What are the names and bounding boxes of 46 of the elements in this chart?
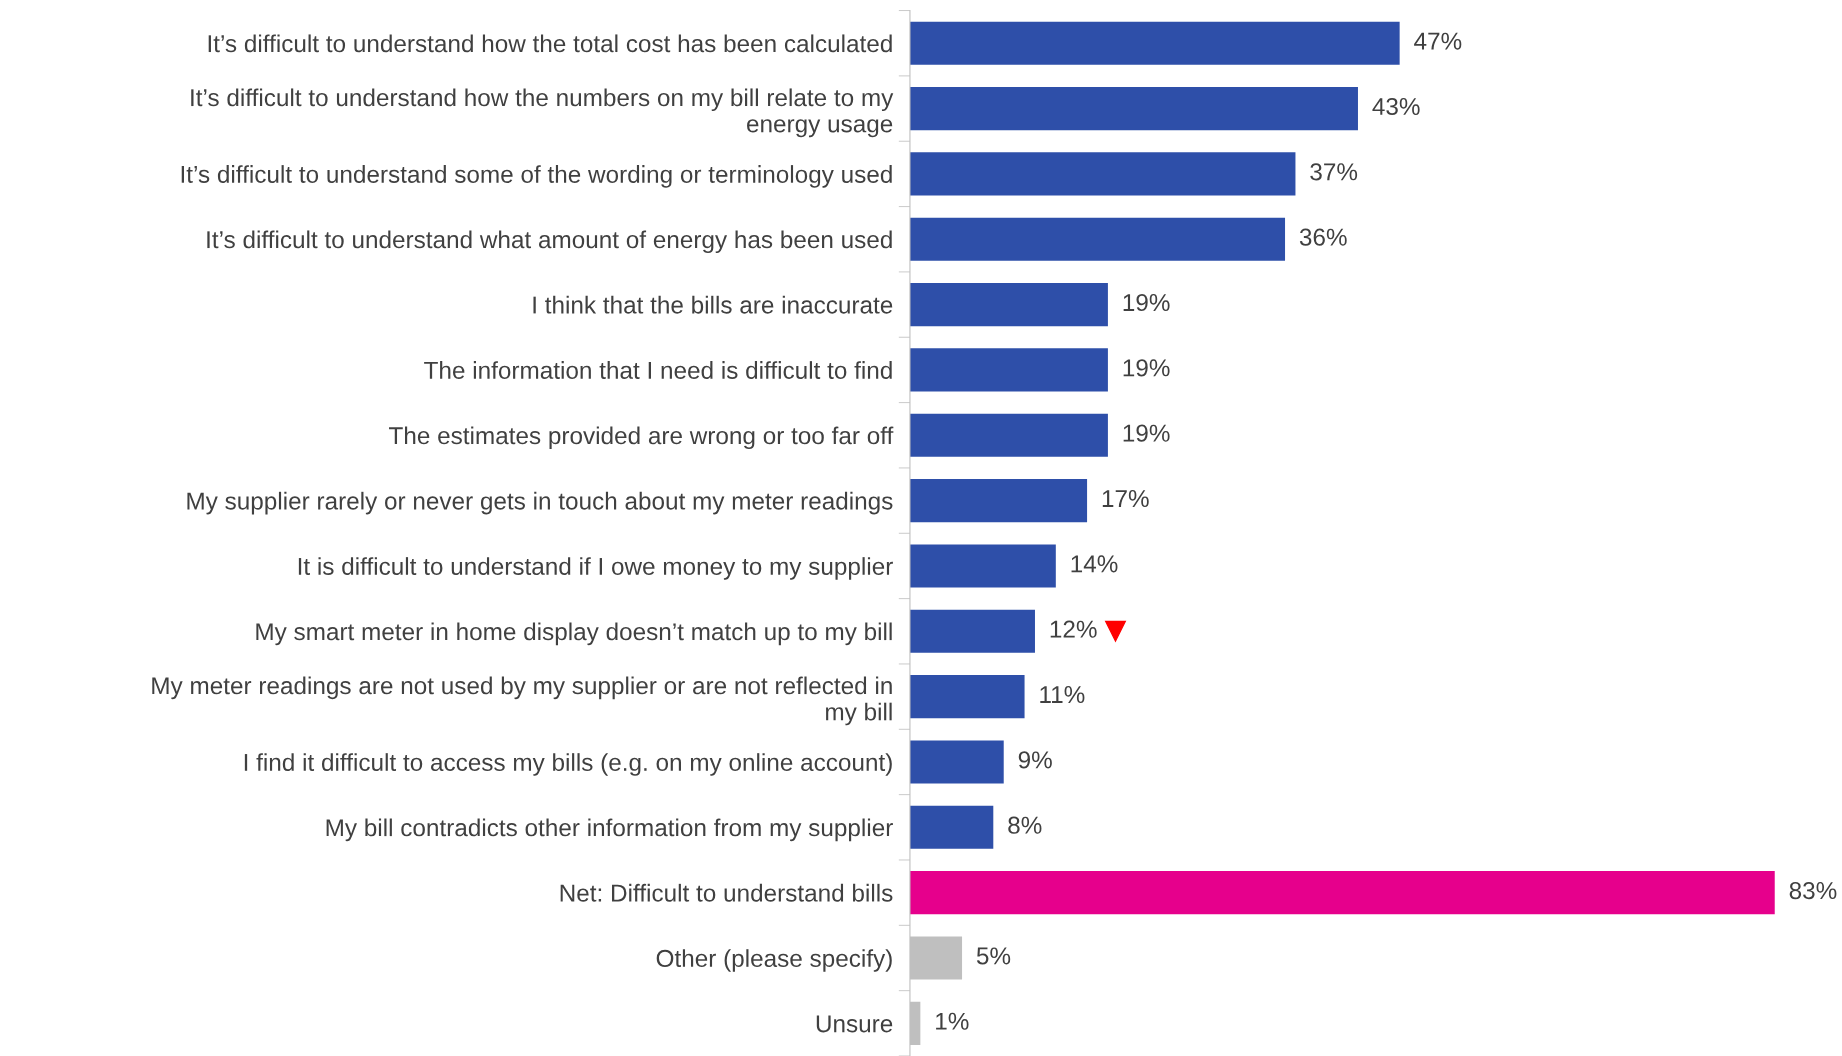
y-tick-label: The information that I need is difficult to find [424,361,892,379]
y-tick-label: My smart meter in home display doesn’t match up to my bill [256,622,892,646]
y-tick-label: Other (please specify) [656,949,892,972]
bar [909,871,1775,915]
data-label: 83% [1789,881,1837,900]
data-label: 19% [1123,293,1170,312]
y-tick-label: My meter readings are not used by my supplier or are not reflected in my bill [152,676,892,726]
y-tick-label: I find it difficult to access my bills (e.g. on my online account) [244,753,892,776]
bar [909,413,1108,457]
data-label: 43% [1372,97,1420,116]
bar [909,479,1088,523]
data-label: 8% [1008,816,1042,834]
y-tick-label: The estimates provided are wrong or too far off [389,426,894,450]
bar [909,217,1286,261]
bar [909,283,1108,327]
bar [909,21,1400,65]
bar [909,675,1025,719]
bar [909,152,1296,196]
y-tick-label: It is difficult to understand if I owe money to my supplier [298,557,893,580]
data-label: 9% [1018,751,1052,769]
y-tick-label: My supplier rarely or never gets in touch about my meter readings [187,491,893,515]
data-label: 36% [1299,228,1347,246]
data-label: 11% [1040,686,1085,704]
y-tick-label: Net: Difficult to understand bills [560,883,893,902]
bar [909,348,1108,392]
y-tick-label: My bill contradicts other information from my supplier [326,818,893,842]
bar [909,609,1035,653]
data-label: 12% [1050,620,1097,638]
y-tick-label: It’s difficult to understand what amount of energy has been used [207,230,892,254]
y-tick-label: It’s difficult to understand some of the wording or terminology used [181,165,892,188]
y-tick-label: I think that the bills are inaccurate [533,295,893,314]
bar [909,805,994,849]
data-label: 19% [1123,359,1170,377]
data-label: 47% [1414,32,1462,50]
y-tick-label: It’s difficult to understand how the total cost has been calculated [208,34,892,53]
data-label: 17% [1102,490,1149,508]
bar [909,87,1358,131]
data-label: 5% [976,947,1011,965]
bar [909,740,1004,784]
bar [909,544,1056,588]
data-label: 1% [936,1012,969,1030]
y-tick-label: Unsure [816,1015,893,1033]
data-label: 37% [1310,163,1358,181]
data-label: 19% [1123,424,1170,442]
y-tick-label: It’s difficult to understand how the numbers on my bill relate to my energy usage [191,88,894,138]
data-label: 14% [1071,555,1118,573]
